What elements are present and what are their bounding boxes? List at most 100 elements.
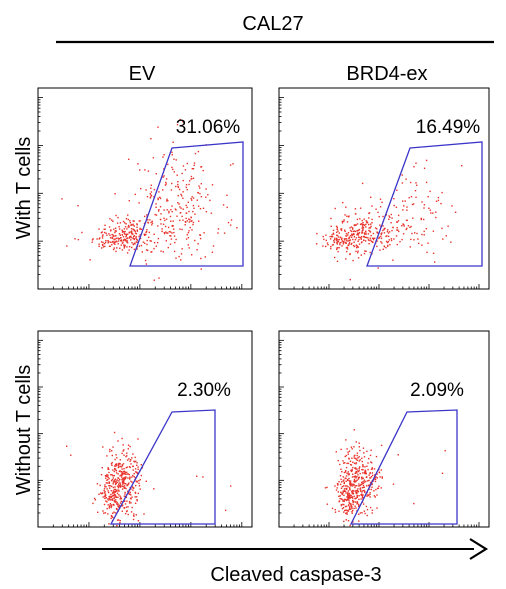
event-dot [123, 247, 125, 249]
event-dot [348, 497, 350, 499]
event-dot [93, 497, 96, 500]
event-dot [356, 233, 358, 236]
event-dot [175, 209, 177, 211]
event-dot [352, 489, 354, 492]
event-dot [388, 239, 390, 241]
event-dot [130, 223, 133, 226]
event-dot [361, 493, 363, 495]
event-dot [107, 478, 109, 481]
event-dot [365, 480, 367, 483]
event-dot [410, 181, 412, 184]
event-dot [373, 468, 376, 470]
event-dot [137, 468, 139, 470]
event-dot [139, 169, 141, 171]
event-dot [362, 494, 364, 496]
event-dot [350, 503, 352, 505]
event-dot [174, 208, 177, 210]
event-dot [326, 242, 329, 244]
event-dot [181, 215, 183, 218]
event-dot [132, 223, 134, 225]
event-dot [173, 235, 176, 237]
event-dot [425, 181, 428, 184]
event-dot [108, 471, 110, 474]
event-dot [373, 490, 375, 492]
event-dot [149, 193, 151, 195]
event-dot [362, 226, 364, 228]
event-dot [108, 485, 110, 487]
event-dot [197, 192, 199, 194]
event-dot [145, 263, 148, 265]
event-dot [114, 243, 116, 245]
event-dot [115, 465, 117, 467]
event-dot [331, 244, 334, 246]
event-dot [150, 191, 153, 193]
event-dot [361, 512, 363, 514]
event-dot [390, 239, 393, 242]
event-dot [347, 498, 349, 500]
event-dot [128, 237, 130, 239]
event-dot [125, 235, 128, 237]
event-dot [345, 454, 348, 457]
event-dot [364, 469, 366, 471]
event-dot [347, 490, 349, 492]
event-dot [109, 218, 111, 220]
event-dot [180, 259, 182, 261]
event-dot [118, 485, 120, 488]
event-dot [171, 154, 173, 156]
event-dot [351, 507, 353, 509]
event-dot [357, 246, 360, 248]
event-dot [108, 497, 111, 500]
event-dot [371, 237, 374, 239]
event-dot [117, 238, 120, 240]
event-dot [352, 228, 354, 230]
event-dot [123, 482, 125, 484]
event-dot [348, 237, 350, 239]
event-dot [355, 463, 357, 465]
event-dot [358, 513, 360, 515]
event-dot [418, 242, 420, 245]
event-dot [365, 223, 367, 226]
event-dot [115, 470, 117, 472]
event-dot [343, 479, 345, 481]
event-dot [116, 501, 118, 504]
event-dot [210, 212, 213, 214]
event-dot [354, 505, 356, 507]
event-dot [341, 222, 344, 224]
event-dot [369, 472, 371, 475]
event-dot [369, 493, 371, 496]
event-dot [421, 233, 423, 236]
event-dot [362, 477, 364, 479]
event-dot [121, 234, 123, 236]
event-dot [356, 245, 358, 247]
event-dot [177, 202, 179, 204]
event-dot [130, 239, 132, 241]
event-dot [128, 473, 130, 476]
event-dot [121, 229, 123, 231]
event-dot [114, 483, 117, 486]
event-dot [358, 505, 360, 507]
event-dot [155, 245, 157, 247]
event-dot [131, 230, 133, 232]
event-dot [122, 241, 124, 244]
event-dot [370, 476, 373, 478]
event-dot [119, 498, 121, 500]
event-dot [337, 459, 339, 462]
event-dot [325, 234, 327, 236]
event-dot [116, 485, 119, 487]
event-dot [118, 470, 121, 473]
event-dot [143, 234, 146, 236]
event-dot [114, 230, 116, 232]
event-dot [111, 495, 113, 497]
event-dot [191, 220, 193, 222]
event-dot [110, 474, 112, 476]
event-dot [126, 242, 129, 244]
event-dot [357, 474, 359, 476]
event-dot [391, 229, 393, 232]
event-dot [347, 492, 349, 495]
event-dot [121, 452, 123, 455]
event-dot [345, 466, 348, 469]
event-dot [132, 518, 135, 521]
event-dot [111, 479, 113, 481]
event-dot [344, 477, 346, 479]
event-dot [150, 138, 152, 140]
